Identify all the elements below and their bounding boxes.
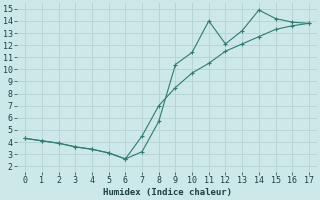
X-axis label: Humidex (Indice chaleur): Humidex (Indice chaleur) — [103, 188, 232, 197]
